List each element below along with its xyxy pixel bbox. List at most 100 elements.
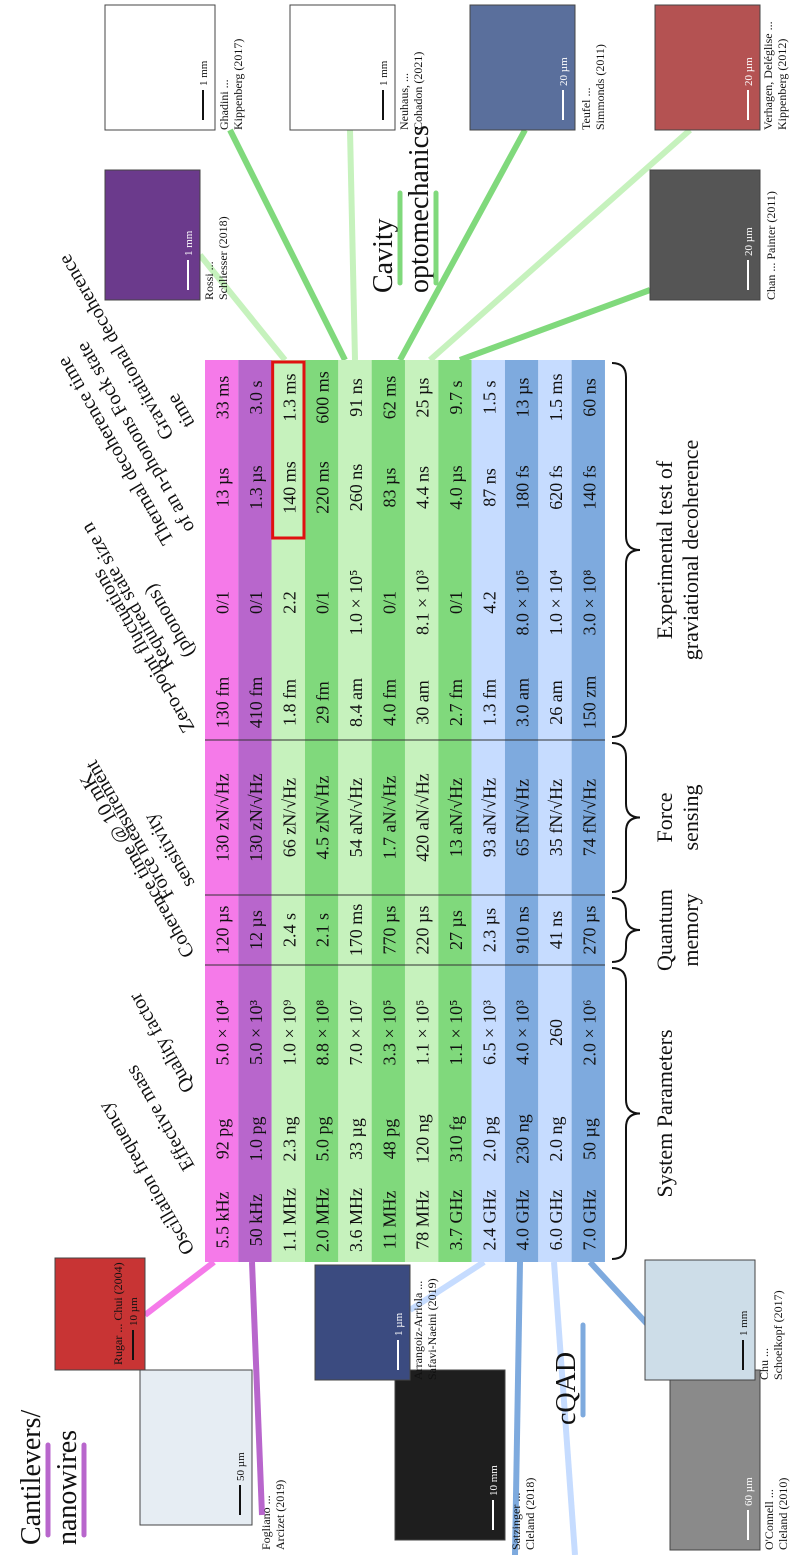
table-cell: 2.0 × 10⁶ <box>579 1000 599 1066</box>
table-cell: 33 ms <box>213 376 233 420</box>
table-cell: 5.0 pg <box>313 1117 333 1162</box>
image-caption: Safavi-Naeini (2019) <box>425 1278 439 1380</box>
section-label: System Parameters <box>652 1029 677 1197</box>
table-cell: 3.3 × 10⁵ <box>379 1000 399 1066</box>
table-cell: 83 µs <box>379 468 399 508</box>
table-cell: 1.1 × 10⁵ <box>413 1000 433 1066</box>
table-cell: 120 µs <box>213 906 233 955</box>
section-label: Quantum <box>652 889 677 971</box>
table-row <box>538 360 572 1262</box>
table-row <box>471 360 505 1262</box>
table-cell: 2.4 s <box>279 913 299 947</box>
group-label: optomechanics <box>404 125 435 293</box>
scale-label: 1 µm <box>393 1312 405 1336</box>
connector-line <box>249 1261 265 1516</box>
table-cell: 4.0 GHz <box>513 1190 533 1251</box>
table-cell: 1.3 fm <box>479 679 499 726</box>
section-label: sensing <box>678 785 703 851</box>
table-cell: 2.2 <box>279 591 299 614</box>
table-row <box>504 360 539 1262</box>
table-row <box>371 360 405 1262</box>
table-cell: 1.5 s <box>479 380 499 414</box>
highlight-box <box>271 360 306 540</box>
table-cell: 260 ns <box>346 464 366 512</box>
connector-line <box>347 129 358 361</box>
table-cell: 1.0 × 10⁴ <box>546 570 566 636</box>
image-placeholder <box>314 1264 411 1381</box>
image-caption: Chan ... Painter (2011) <box>764 191 778 300</box>
table-cell: 130 zN/√Hz <box>213 773 233 861</box>
table-cell: 8.1 × 10³ <box>413 569 433 635</box>
table-cell: 910 ns <box>513 906 533 954</box>
image-placeholder <box>654 4 761 131</box>
table-cell: 3.7 GHz <box>446 1190 466 1251</box>
table-cell: 30 am <box>413 680 433 725</box>
section-label: memory <box>678 893 703 966</box>
table-cell: 260 <box>546 1019 566 1046</box>
scale-label: 50 µm <box>235 1452 247 1481</box>
column-header: Oscillation frequency <box>94 1098 199 1259</box>
scale-label: 60 µm <box>743 1477 755 1506</box>
table-cell: 8.0 × 10⁵ <box>513 570 533 636</box>
image-placeholder <box>469 4 576 131</box>
table-cell: 27 µs <box>446 910 466 950</box>
table-cell: 4.5 zN/√Hz <box>313 776 333 860</box>
table-cell: 5.5 kHz <box>213 1192 233 1249</box>
table-cell: 2.0 ng <box>546 1117 566 1162</box>
table-cell: 2.1 s <box>313 913 333 947</box>
table-cell: 270 µs <box>579 906 599 955</box>
table-cell: 140 fs <box>579 465 599 510</box>
table-cell: 87 ns <box>479 468 499 507</box>
table-cell: 50 kHz <box>246 1194 266 1247</box>
connector-line <box>551 1261 578 1555</box>
scale-label: 10 mm <box>488 1465 500 1496</box>
table-cell: 1.3 µs <box>246 465 266 509</box>
table-cell: 140 ms <box>279 461 299 514</box>
connector-line <box>458 287 652 363</box>
table-row <box>304 360 339 1262</box>
table-cell: 0/1 <box>213 591 233 614</box>
table-cell: 310 fg <box>446 1116 466 1163</box>
table-cell: 91 ns <box>346 378 366 417</box>
table-cell: 180 fs <box>513 465 533 510</box>
table-cell: 54 aN/√Hz <box>346 778 366 857</box>
column-header-text: Oscillation frequency <box>94 1098 199 1259</box>
image-caption: Arrangoiz-Arriola ... <box>411 1281 425 1380</box>
table-cell: 4.0 × 10³ <box>513 999 533 1065</box>
table-cell: 11 MHz <box>379 1191 399 1250</box>
table-cell: 2.4 GHz <box>479 1190 499 1251</box>
table-cell: 0/1 <box>446 591 466 614</box>
scale-label: 1 mm <box>738 1310 750 1336</box>
image-caption: Verhagen, Deléglise ... <box>761 21 775 130</box>
connector-line <box>428 127 692 363</box>
table-cell: 66 zN/√Hz <box>279 778 299 857</box>
table-cell: 5.0 × 10⁴ <box>213 1000 233 1066</box>
scale-label: 20 µm <box>743 57 755 86</box>
section-label: Force <box>652 792 677 842</box>
table-row <box>438 360 472 1262</box>
table-cell: 1.0 × 10⁹ <box>279 1000 299 1066</box>
table-cell: 620 fs <box>546 465 566 510</box>
table-cell: 8.4 am <box>346 678 366 727</box>
table-cell: 1.5 ms <box>546 373 566 421</box>
image-placeholder <box>649 169 761 301</box>
table-cell: 3.0 s <box>246 380 266 414</box>
connector-line <box>397 128 528 362</box>
image-placeholder <box>289 4 396 131</box>
section-brace <box>611 967 641 1260</box>
image-placeholder <box>104 169 201 301</box>
table-cell: 74 fN/√Hz <box>579 779 599 856</box>
image-caption: Rossi ... <box>202 261 216 300</box>
image-caption: Cleland (2018) <box>523 1478 537 1550</box>
table-cell: 3.6 MHz <box>346 1188 366 1252</box>
table-cell: 1.8 fm <box>279 679 299 726</box>
connector-line <box>143 1259 216 1318</box>
table-cell: 12 µs <box>246 910 266 950</box>
table-cell: 5.0 × 10³ <box>246 999 266 1065</box>
table-cell: 4.0 fm <box>379 679 399 726</box>
image-caption: Cohadon (2021) <box>411 52 425 130</box>
section-brace <box>611 897 641 963</box>
table-cell: 1.1 MHz <box>279 1188 299 1252</box>
image-caption: Fogliano ... <box>259 1495 273 1550</box>
table-cell: 48 pg <box>379 1119 399 1160</box>
